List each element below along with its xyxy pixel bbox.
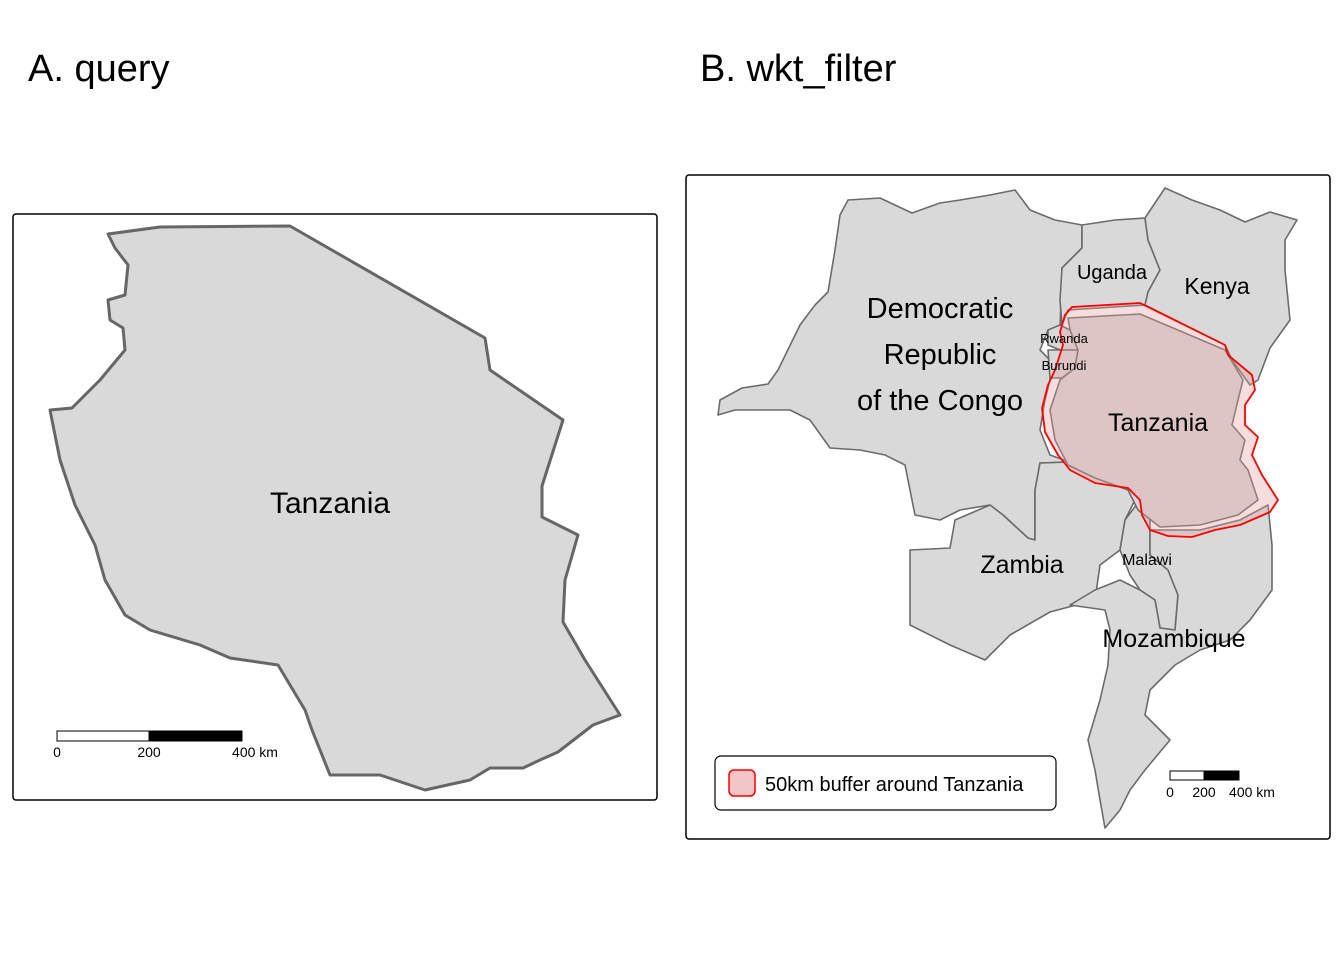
kenya-label: Kenya [1184,273,1249,299]
tanzania-shape[interactable] [48,224,622,792]
tanzania-buffer[interactable] [1041,302,1279,538]
tanzania-label-b: Tanzania [1108,409,1208,437]
malawi-label: Malawi [1122,552,1172,569]
mozambique-label: Mozambique [1102,625,1245,653]
drc-label-line3: of the Congo [857,385,1023,417]
kenya-shape[interactable] [1144,187,1298,386]
scale-b-segment-black [1203,770,1240,781]
tanzania-label: Tanzania [270,487,390,520]
panel-b-scale-bar: 0 200 400 km [1166,770,1275,800]
panel-a-map: Tanzania 0 200 400 km [12,213,658,801]
panel-b-title: B. wkt_filter [700,48,897,90]
drc-label-line2: Republic [884,339,997,371]
scale-segment-black [148,730,243,742]
scale-segment-white [56,730,150,742]
scale-tick-400: 400 km [232,744,278,760]
mozambique-shape[interactable] [1069,504,1273,829]
burundi-label: Burundi [1042,358,1087,373]
scale-tick-0: 0 [53,744,61,760]
scale-b-tick-0: 0 [1166,784,1174,800]
legend-box [714,755,1057,811]
legend: 50km buffer around Tanzania [714,755,1057,811]
panel-b-map: Democratic Republic of the Congo Uganda … [685,174,1331,840]
zambia-label: Zambia [980,551,1063,579]
tanzania-shape-b[interactable] [1049,313,1259,528]
rwanda-label: Rwanda [1040,331,1088,346]
panel-a-title: A. query [28,48,170,90]
scale-b-tick-400: 400 km [1229,784,1275,800]
drc-label-line1: Democratic [867,293,1014,325]
legend-swatch [728,769,756,797]
uganda-label: Uganda [1077,262,1148,284]
scale-b-tick-200: 200 [1192,784,1216,800]
scale-b-segment-white [1169,770,1205,781]
scale-tick-200: 200 [137,744,161,760]
panel-b-frame [685,174,1331,840]
panel-a-frame [12,213,658,801]
panel-a-scale-bar: 0 200 400 km [53,730,278,760]
legend-label: 50km buffer around Tanzania [765,774,1024,796]
